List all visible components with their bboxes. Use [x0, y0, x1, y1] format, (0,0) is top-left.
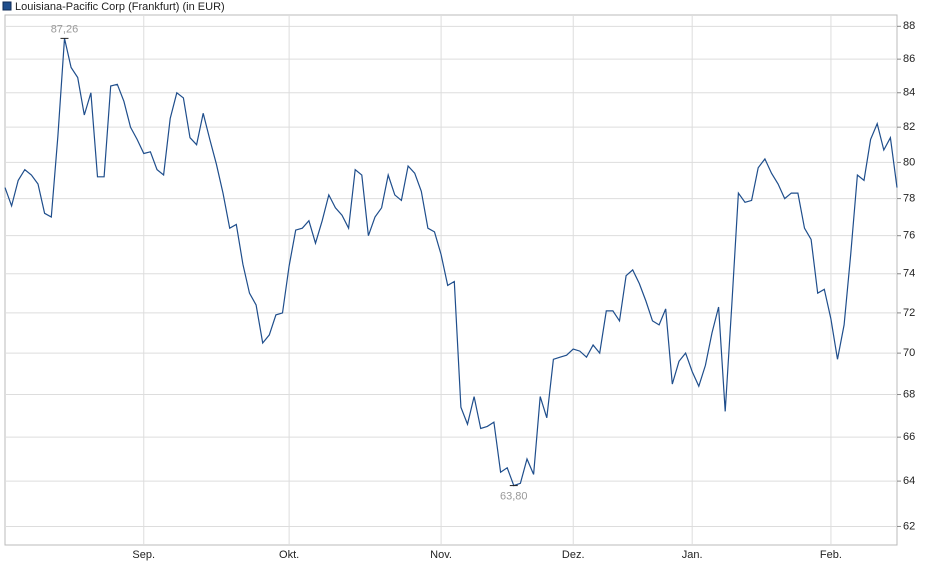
annotation: 87,26 — [51, 23, 79, 35]
y-tick-label: 66 — [903, 431, 915, 443]
line — [4, 38, 898, 487]
y-tick-label: 76 — [903, 230, 915, 242]
y-tick-label: 74 — [903, 268, 915, 280]
y-tick-label: 62 — [903, 520, 915, 532]
legend-swatch — [2, 1, 12, 11]
legend-label: Louisiana-Pacific Corp (Frankfurt) (in E… — [15, 1, 225, 13]
x-tick-label: Sep. — [132, 549, 155, 561]
y-tick-label: 78 — [903, 192, 915, 204]
y-tick-label: 64 — [903, 475, 915, 487]
x-tick-label: Nov. — [430, 549, 452, 561]
plot-area — [4, 14, 898, 546]
y-tick-label: 82 — [903, 121, 915, 133]
y-tick-label: 70 — [903, 347, 915, 359]
y-tick-label: 84 — [903, 87, 915, 99]
annotation: 63,80 — [500, 490, 528, 502]
y-tick-label: 68 — [903, 388, 915, 400]
x-tick-label: Okt. — [279, 549, 299, 561]
y-tick-label: 88 — [903, 20, 915, 32]
y-tick-label: 86 — [903, 53, 915, 65]
y-tick-label: 80 — [903, 156, 915, 168]
y-tick-label: 72 — [903, 307, 915, 319]
x-tick-label: Dez. — [562, 549, 585, 561]
x-tick-label: Feb. — [820, 549, 842, 561]
x-tick-label: Jan. — [682, 549, 703, 561]
